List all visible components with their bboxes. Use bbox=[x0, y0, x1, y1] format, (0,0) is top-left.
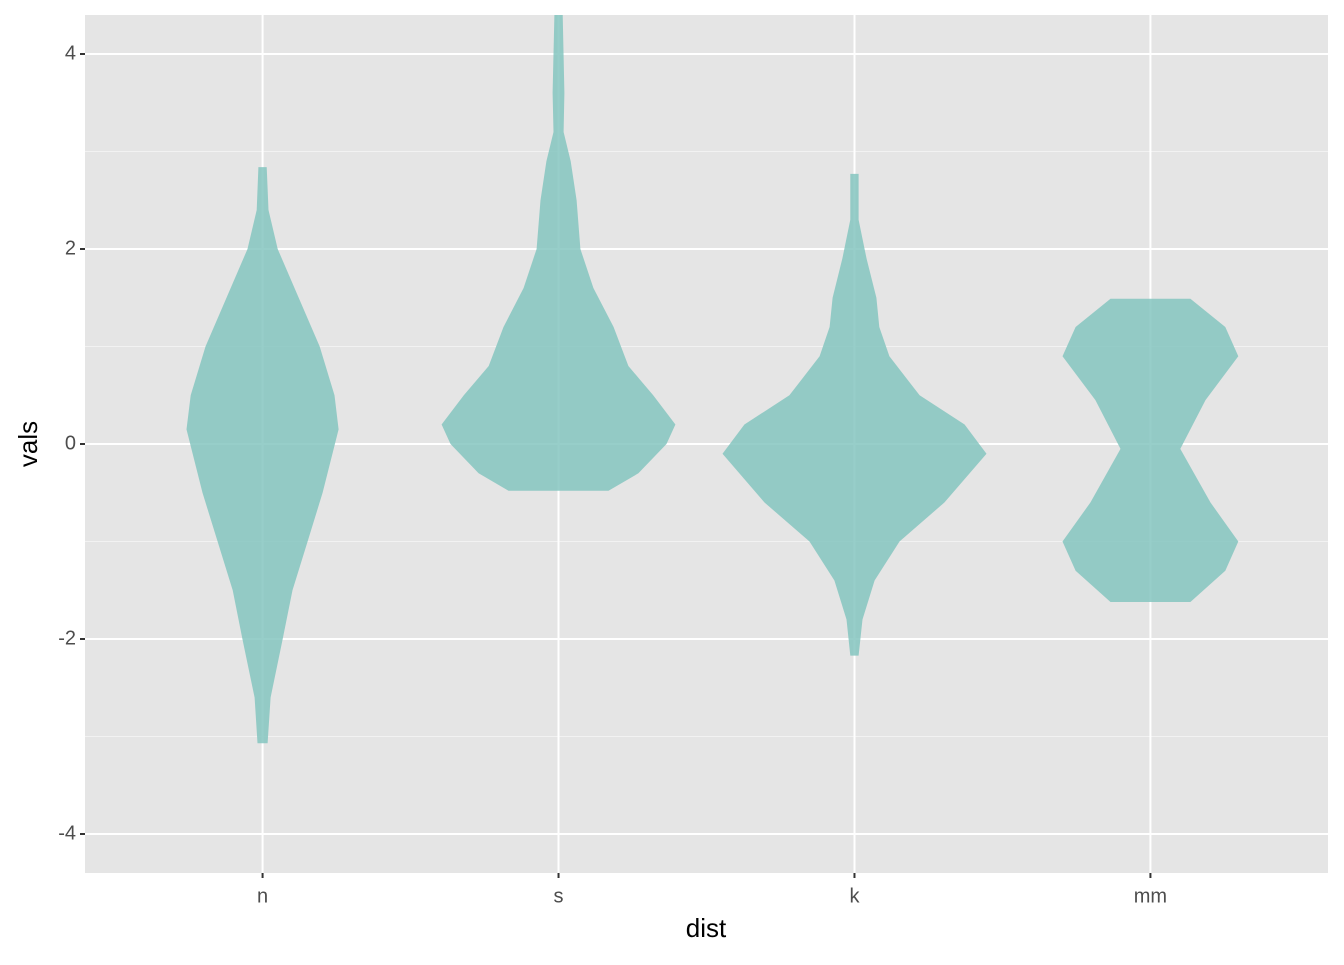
y-tick-label: -2 bbox=[58, 627, 76, 649]
x-tick-label: s bbox=[554, 885, 564, 907]
y-tick-label: 4 bbox=[65, 42, 76, 64]
x-tick-label: k bbox=[849, 885, 860, 907]
violin bbox=[186, 167, 339, 744]
violin bbox=[441, 15, 676, 491]
x-tick-label: mm bbox=[1134, 885, 1167, 907]
y-tick-label: 2 bbox=[65, 237, 76, 259]
y-tick-label: 0 bbox=[65, 432, 76, 454]
x-axis-title: dist bbox=[686, 913, 727, 943]
violin bbox=[722, 173, 987, 656]
y-tick-label: -4 bbox=[58, 822, 76, 844]
y-axis-title: vals bbox=[13, 421, 43, 467]
violin bbox=[1062, 298, 1239, 602]
x-tick-label: n bbox=[257, 885, 268, 907]
